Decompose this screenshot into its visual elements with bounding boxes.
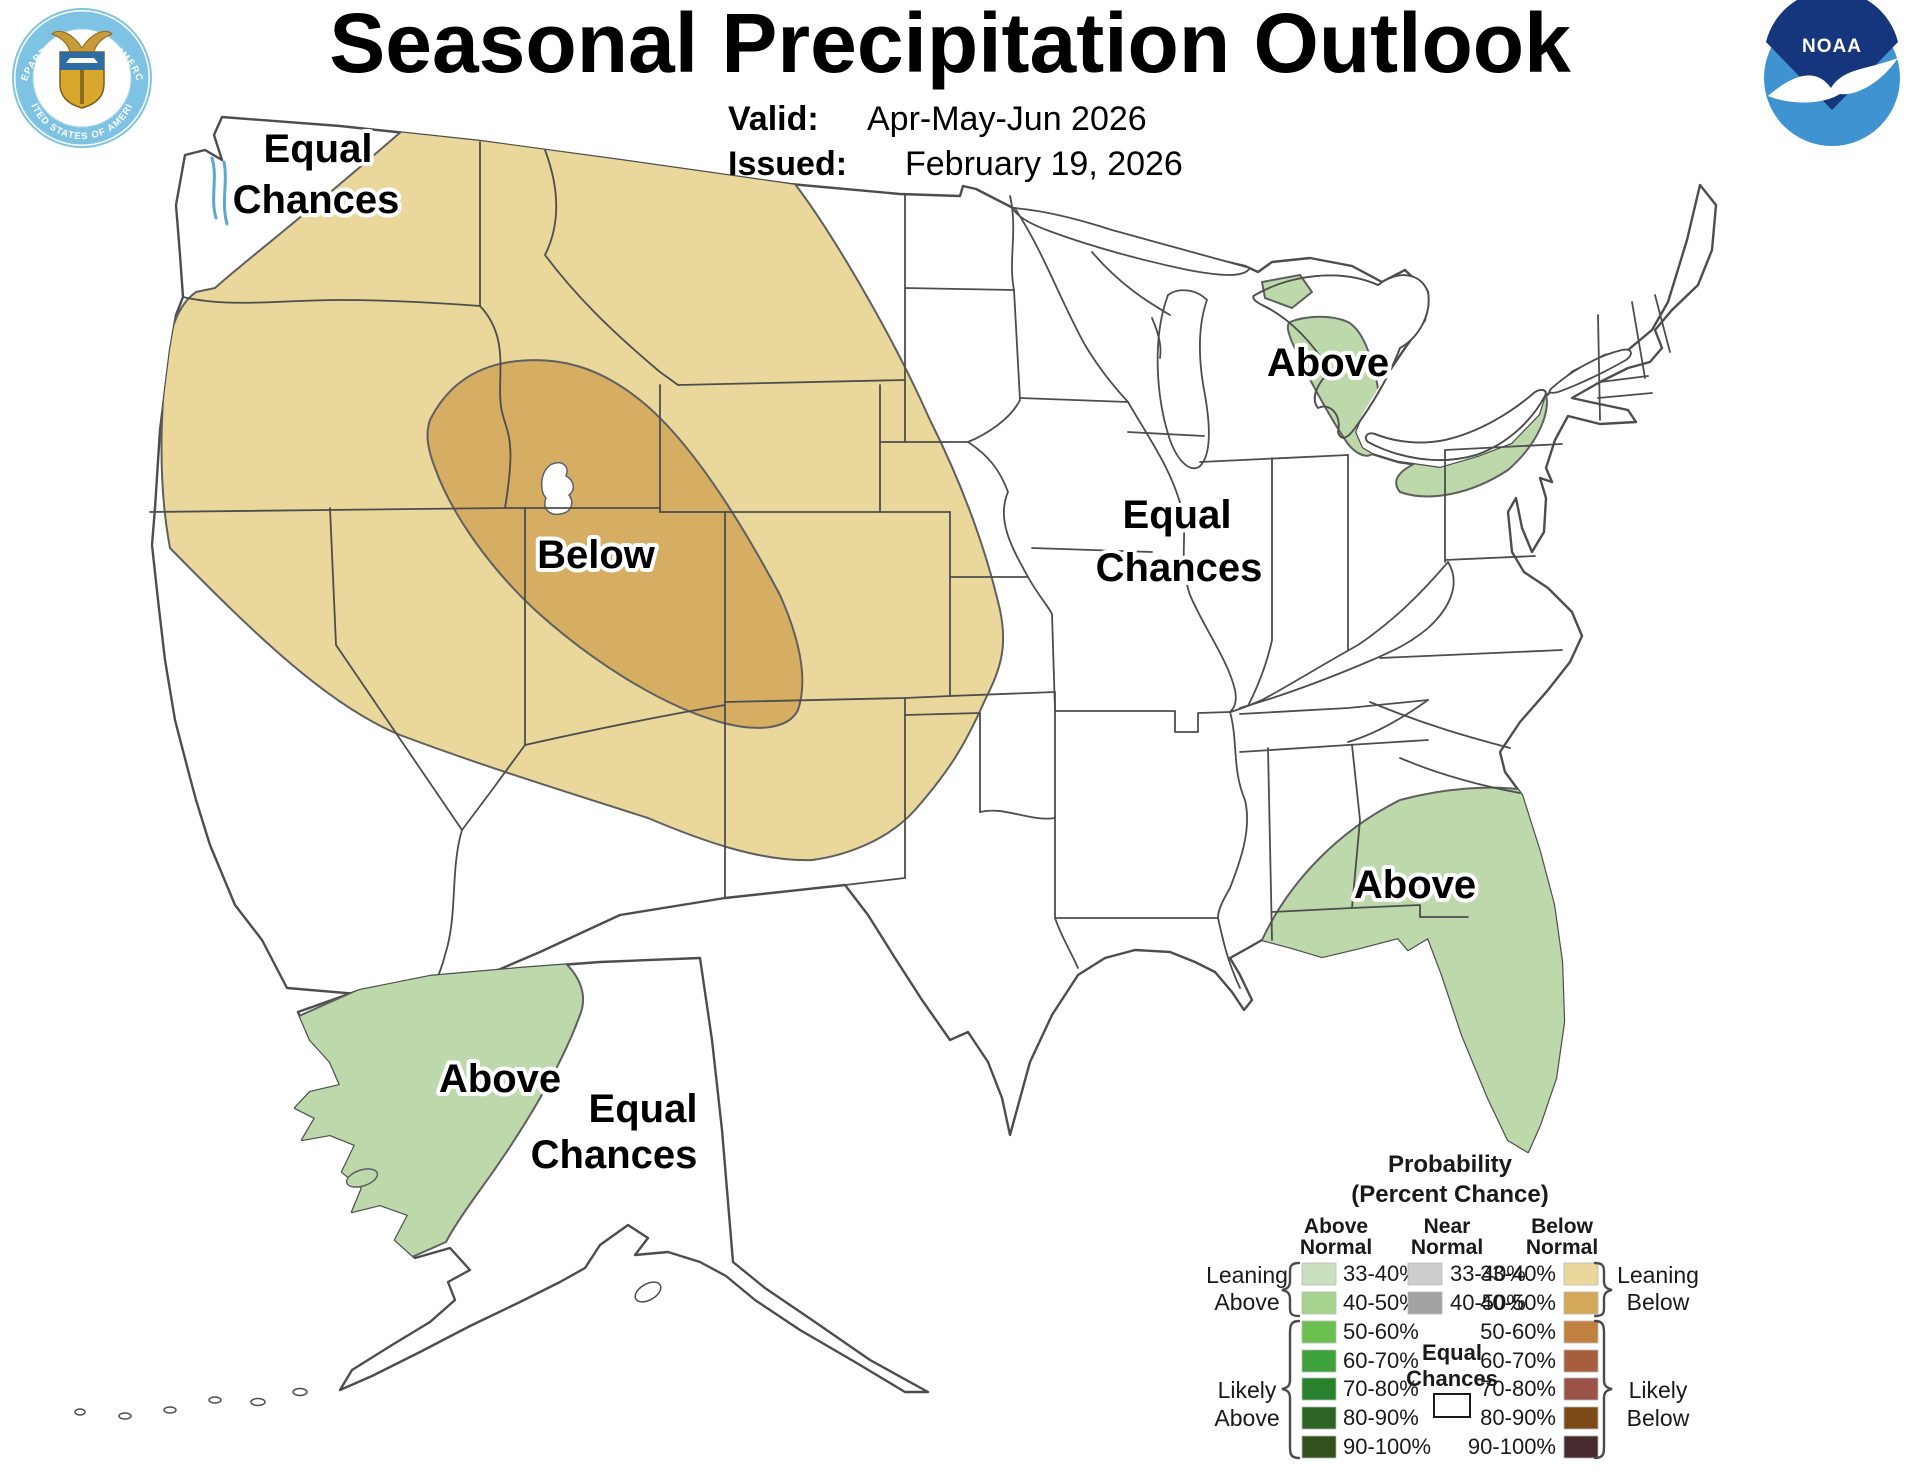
legend-col-above-1: Above: [1304, 1215, 1368, 1238]
legend-equal-chances: Equal Chances: [1406, 1340, 1498, 1418]
legend-group-labels: Leaning Above Likely Above Leaning Below…: [1206, 1262, 1699, 1431]
legend-title-2: (Percent Chance): [1351, 1181, 1548, 1208]
label-equal-chances-alaska-2: Chances: [531, 1133, 698, 1177]
svg-text:60-70%: 60-70%: [1480, 1348, 1556, 1373]
label-below: Below: [537, 533, 656, 577]
svg-text:Likely: Likely: [1629, 1377, 1688, 1403]
svg-text:80-90%: 80-90%: [1480, 1405, 1556, 1430]
legend-braces: [1281, 1261, 1613, 1460]
svg-text:70-80%: 70-80%: [1343, 1376, 1419, 1401]
legend-col-above-2: Normal: [1300, 1236, 1372, 1259]
noaa-logo: NOAA: [1764, 0, 1900, 146]
label-above-michigan: Above: [1267, 341, 1389, 385]
label-above-southeast: Above: [1354, 863, 1476, 907]
svg-text:90-100%: 90-100%: [1468, 1434, 1556, 1459]
svg-text:Above: Above: [1214, 1405, 1279, 1431]
puget-sound-water: [210, 156, 229, 226]
svg-text:33-40%: 33-40%: [1480, 1261, 1556, 1286]
legend-equal-chances-swatch: [1433, 1393, 1471, 1418]
page-title: Seasonal Precipitation Outlook: [329, 0, 1571, 90]
legend-near-swatches: [1407, 1262, 1443, 1315]
noaa-shield-shape: [1766, 0, 1898, 110]
svg-text:Above: Above: [1214, 1289, 1279, 1315]
svg-text:40-50%: 40-50%: [1343, 1290, 1419, 1315]
legend-col-below-2: Normal: [1526, 1236, 1598, 1259]
legend-near-rows: 33-40% 40-50%: [1450, 1261, 1526, 1315]
legend-col-near-1: Near: [1424, 1215, 1471, 1238]
svg-text:90-100%: 90-100%: [1343, 1434, 1431, 1459]
svg-text:60-70%: 60-70%: [1343, 1348, 1419, 1373]
state-boundaries: [149, 141, 1671, 1001]
label-equal-chances-midwest-1: Equal: [1123, 493, 1232, 537]
label-equal-chances-alaska-1: Equal: [589, 1087, 698, 1131]
svg-text:Chances: Chances: [1406, 1366, 1498, 1391]
svg-text:50-60%: 50-60%: [1480, 1319, 1556, 1344]
region-above-normal-michigan-up: [1261, 274, 1313, 309]
svg-text:Below: Below: [1627, 1289, 1690, 1315]
lake-superior: [1012, 207, 1251, 276]
legend-below-swatches: [1563, 1262, 1599, 1459]
legend-above-rows: 33-40% 40-50% 50-60% 60-70% 70-80% 80-90…: [1343, 1261, 1431, 1459]
issued-value: February 19, 2026: [905, 145, 1183, 183]
noaa-seagull-icon: [1768, 58, 1898, 103]
svg-text:Equal: Equal: [1422, 1340, 1482, 1365]
svg-text:40-50%: 40-50%: [1450, 1290, 1526, 1315]
svg-text:70-80%: 70-80%: [1480, 1376, 1556, 1401]
label-equal-chances-nw-1: Equal: [264, 127, 373, 171]
valid-label: Valid:: [728, 100, 819, 138]
map-labels: Equal Chances Below Above Equal Chances …: [229, 123, 1481, 1181]
svg-text:50-60%: 50-60%: [1343, 1319, 1419, 1344]
label-equal-chances-midwest-2: Chances: [1096, 546, 1263, 590]
lake-ontario: [1548, 348, 1632, 394]
seal-shield-icon: [59, 51, 105, 109]
legend-col-near-2: Normal: [1411, 1236, 1483, 1259]
svg-text:80-90%: 80-90%: [1343, 1405, 1419, 1430]
aleutian-islands: [74, 1281, 662, 1420]
label-above-alaska: Above: [439, 1057, 561, 1101]
svg-text:33-40%: 33-40%: [1343, 1261, 1419, 1286]
svg-text:Below: Below: [1627, 1405, 1690, 1431]
label-equal-chances-nw-2: Chances: [233, 178, 400, 222]
noaa-logo-text: NOAA: [1802, 36, 1862, 57]
svg-text:Leaning: Leaning: [1206, 1262, 1288, 1288]
legend: Probability (Percent Chance) Above Norma…: [1206, 1151, 1699, 1460]
svg-text:40-50%: 40-50%: [1480, 1290, 1556, 1315]
legend-col-below-1: Below: [1531, 1215, 1594, 1238]
legend-above-swatches: [1301, 1262, 1337, 1459]
lake-michigan: [1156, 289, 1210, 470]
legend-below-rows: 33-40% 40-50% 50-60% 60-70% 70-80% 80-90…: [1468, 1261, 1556, 1459]
legend-title-1: Probability: [1388, 1151, 1513, 1178]
valid-value: Apr-May-Jun 2026: [867, 100, 1147, 138]
alaska-island-green: [345, 1168, 379, 1188]
svg-text:Likely: Likely: [1218, 1377, 1277, 1403]
issued-label: Issued:: [728, 145, 847, 183]
svg-text:Leaning: Leaning: [1617, 1262, 1699, 1288]
lake-outlines-over: [1252, 274, 1547, 461]
region-below-normal-40-50: [426, 359, 804, 729]
header: Seasonal Precipitation Outlook Valid: Ap…: [329, 0, 1571, 183]
svg-text:33-40%: 33-40%: [1450, 1261, 1526, 1286]
